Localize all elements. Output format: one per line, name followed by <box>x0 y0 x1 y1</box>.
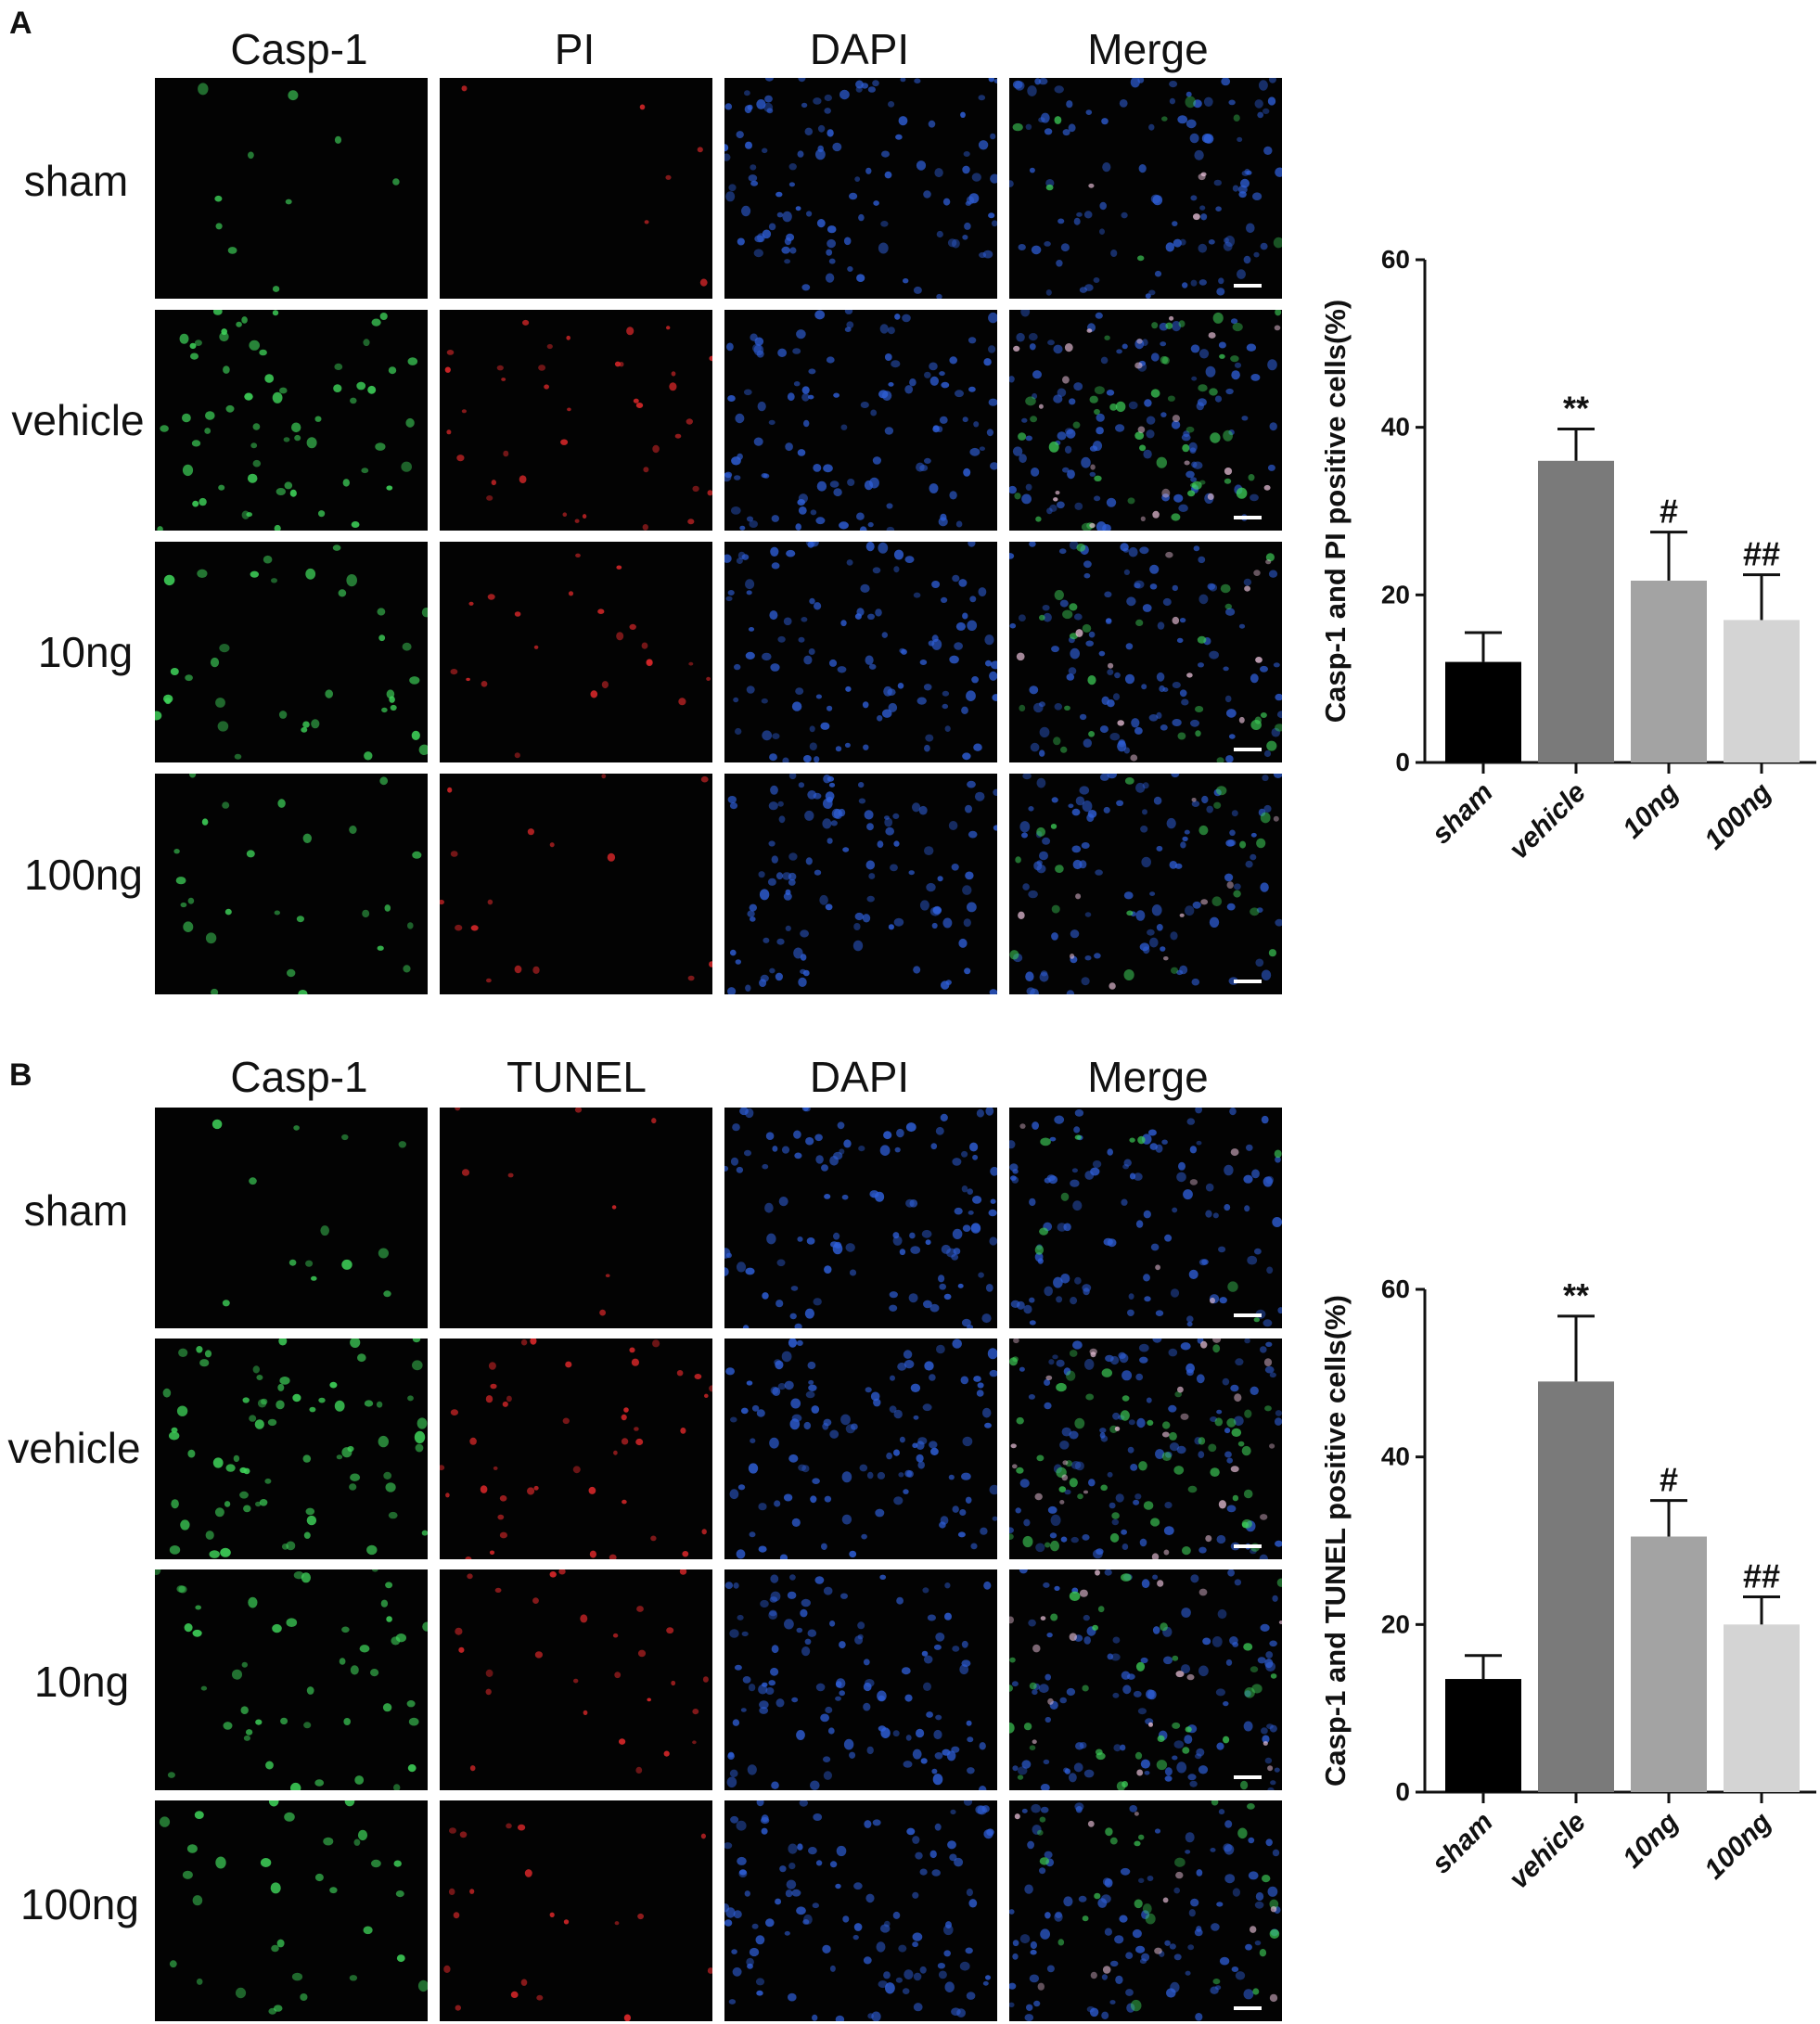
column-header-merge: Merge <box>1087 25 1209 73</box>
scale-bar <box>1234 1544 1262 1548</box>
bar-vehicle <box>1538 460 1614 762</box>
significance-label: # <box>1660 1461 1678 1499</box>
y-tick-label: 20 <box>1381 580 1410 608</box>
micrograph <box>440 1569 712 1790</box>
bar-chart-casp1-pi: 0 20 40 60 Casp-1 and PI positive cells(%) sh… <box>1319 245 1816 865</box>
micrograph <box>155 1108 428 1328</box>
significance-label: ## <box>1743 1557 1780 1595</box>
x-tick-label-sham: sham <box>1426 777 1499 851</box>
y-tick-label: 40 <box>1381 413 1410 442</box>
row-label-100ng: 100ng <box>20 1880 139 1928</box>
micrograph <box>440 310 712 531</box>
y-axis-label: Casp-1 and PI positive cells(%) <box>1319 300 1352 724</box>
micrograph <box>724 774 997 994</box>
micrograph <box>155 1339 428 1559</box>
significance-label: ** <box>1563 389 1589 427</box>
scale-bar <box>1234 284 1262 288</box>
column-header-dapi: DAPI <box>809 1053 910 1101</box>
scale-bar <box>1234 748 1262 751</box>
row-label-sham: sham <box>23 1186 129 1235</box>
column-header-casp1: Casp-1 <box>230 1053 368 1101</box>
row-label-sham: sham <box>23 157 129 205</box>
micrograph <box>1009 1569 1282 1790</box>
micrograph <box>1009 1800 1282 2021</box>
column-header-casp1: Casp-1 <box>230 25 368 73</box>
x-tick-label-100ng: 100ng <box>1698 1807 1777 1886</box>
significance-label: # <box>1660 493 1678 531</box>
bar-vehicle <box>1538 1381 1614 1792</box>
column-header-tunel: TUNEL <box>506 1053 647 1101</box>
bar-100ng <box>1724 1624 1800 1792</box>
micrograph <box>155 78 428 299</box>
row-label-10ng: 10ng <box>33 1658 130 1706</box>
micrograph <box>440 78 712 299</box>
x-tick-label-vehicle: vehicle <box>1504 777 1592 865</box>
micrograph <box>724 1800 997 2021</box>
scale-bar <box>1234 1775 1262 1779</box>
micrograph <box>724 1108 997 1328</box>
scale-bar <box>1234 980 1262 983</box>
row-label-vehicle: vehicle <box>7 1424 141 1472</box>
micrograph <box>440 1339 712 1559</box>
row-label-10ng: 10ng <box>37 628 134 676</box>
bar-100ng <box>1724 620 1800 762</box>
bar-sham <box>1445 661 1521 762</box>
column-header-pi: PI <box>554 25 596 73</box>
panel-letter-a: A <box>9 6 32 41</box>
significance-label: ** <box>1563 1276 1589 1314</box>
micrograph <box>440 1108 712 1328</box>
row-label-vehicle: vehicle <box>11 396 145 444</box>
micrograph <box>724 310 997 531</box>
x-tick-label-10ng: 10ng <box>1617 1807 1685 1875</box>
micrograph <box>1009 310 1282 531</box>
micrograph <box>440 542 712 762</box>
micrograph <box>724 78 997 299</box>
significance-label: ## <box>1743 535 1780 573</box>
micrograph <box>724 1339 997 1559</box>
micrograph <box>724 1569 997 1790</box>
bar-chart-casp1-tunel: 0 20 40 60 Casp-1 and TUNEL positive cells(%… <box>1319 1275 1816 1895</box>
micrograph <box>440 1800 712 2021</box>
micrograph <box>440 774 712 994</box>
x-tick-label-vehicle: vehicle <box>1504 1807 1592 1895</box>
row-label-100ng: 100ng <box>24 851 143 899</box>
y-tick-label: 60 <box>1381 1275 1410 1303</box>
scale-bar <box>1234 2006 1262 2010</box>
x-tick-label-sham: sham <box>1426 1807 1499 1880</box>
micrograph <box>1009 542 1282 762</box>
micrograph <box>1009 1108 1282 1328</box>
y-tick-label: 0 <box>1395 748 1410 776</box>
y-axis-label: Casp-1 and TUNEL positive cells(%) <box>1319 1295 1352 1787</box>
bar-sham <box>1445 1679 1521 1792</box>
micrograph <box>155 1569 428 1790</box>
micrograph <box>155 310 428 531</box>
x-tick-label-100ng: 100ng <box>1698 777 1777 856</box>
micrograph <box>1009 1339 1282 1559</box>
y-tick-label: 20 <box>1381 1609 1410 1638</box>
micrograph <box>724 542 997 762</box>
micrograph <box>155 1800 428 2021</box>
panel-letter-b: B <box>9 1057 32 1093</box>
y-tick-label: 0 <box>1395 1777 1410 1806</box>
micrograph <box>155 774 428 994</box>
micrograph <box>1009 78 1282 299</box>
bar-10ng <box>1631 580 1707 762</box>
x-tick-label-10ng: 10ng <box>1617 777 1685 845</box>
y-tick-label: 60 <box>1381 245 1410 274</box>
micrograph <box>155 542 428 762</box>
column-header-dapi: DAPI <box>809 25 910 73</box>
scale-bar <box>1234 1313 1262 1317</box>
micrograph <box>1009 774 1282 994</box>
scale-bar <box>1234 516 1262 519</box>
bar-10ng <box>1631 1536 1707 1792</box>
column-header-merge: Merge <box>1087 1053 1209 1101</box>
y-tick-label: 40 <box>1381 1442 1410 1471</box>
